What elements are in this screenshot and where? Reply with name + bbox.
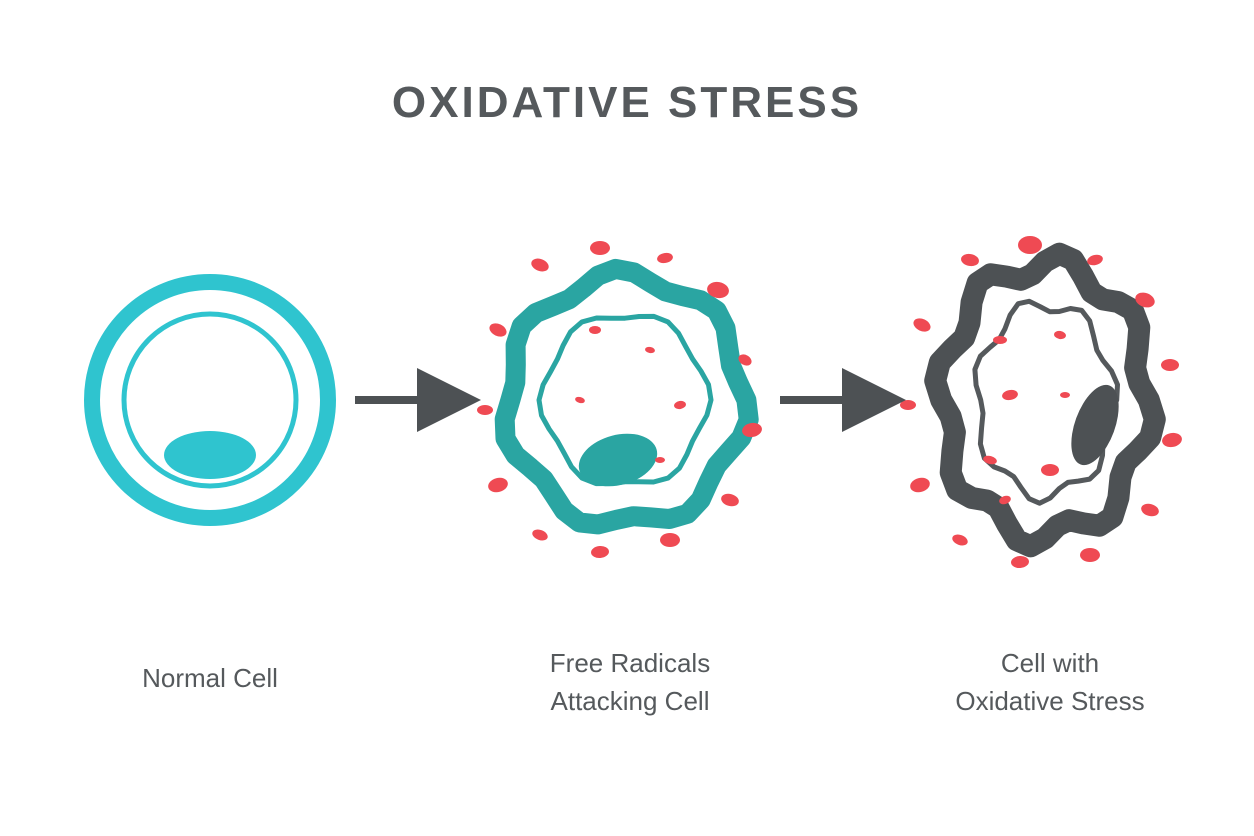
free-radical-dot — [487, 321, 508, 339]
free-radical-dot — [590, 241, 610, 255]
label-free-radicals: Free Radicals Attacking Cell — [505, 645, 755, 720]
free-radical-dot — [660, 533, 680, 547]
label-line: Free Radicals — [550, 648, 710, 678]
free-radical-dot — [1161, 359, 1179, 371]
free-radical-dot — [531, 528, 549, 543]
free-radical-dot — [1001, 389, 1018, 402]
label-line: Cell with — [1001, 648, 1099, 678]
infographic-canvas: OXIDATIVE STRESS Normal Cell Free Radica… — [0, 0, 1254, 836]
free-radical-dot — [589, 326, 601, 334]
cell-nucleus — [164, 431, 256, 479]
free-radical-dot — [1011, 555, 1030, 569]
free-radical-dot — [656, 252, 673, 265]
free-radical-dot — [960, 253, 980, 268]
free-radical-dot — [487, 476, 510, 495]
free-radical-dot — [951, 533, 969, 548]
free-radical-dot — [591, 545, 610, 559]
cell-attacked — [477, 241, 763, 559]
free-radical-dot — [673, 400, 686, 410]
free-radical-dot — [909, 476, 932, 495]
free-radical-dot — [1053, 330, 1066, 340]
cell-normal — [92, 282, 328, 518]
free-radical-dot — [900, 400, 916, 410]
free-radical-dot — [574, 396, 585, 404]
free-radical-dot — [1140, 502, 1160, 518]
free-radical-dot — [477, 405, 493, 415]
free-radical-dot — [1041, 464, 1059, 476]
free-radical-dot — [911, 316, 932, 334]
label-normal-cell: Normal Cell — [100, 660, 320, 698]
label-line: Oxidative Stress — [955, 686, 1144, 716]
label-line: Normal Cell — [142, 663, 278, 693]
free-radical-dot — [1018, 236, 1042, 254]
free-radical-dot — [529, 256, 550, 273]
label-oxidative-stress: Cell with Oxidative Stress — [920, 645, 1180, 720]
free-radical-dot — [1060, 392, 1070, 398]
free-radical-dot — [655, 457, 665, 463]
free-radical-dot — [993, 336, 1007, 344]
free-radical-dot — [1161, 431, 1183, 448]
cell-stressed — [900, 236, 1183, 569]
label-line: Attacking Cell — [551, 686, 710, 716]
free-radical-dot — [645, 346, 656, 354]
free-radical-dot — [1080, 548, 1100, 562]
free-radical-dot — [720, 492, 740, 508]
cell-outer-membrane — [92, 282, 328, 518]
